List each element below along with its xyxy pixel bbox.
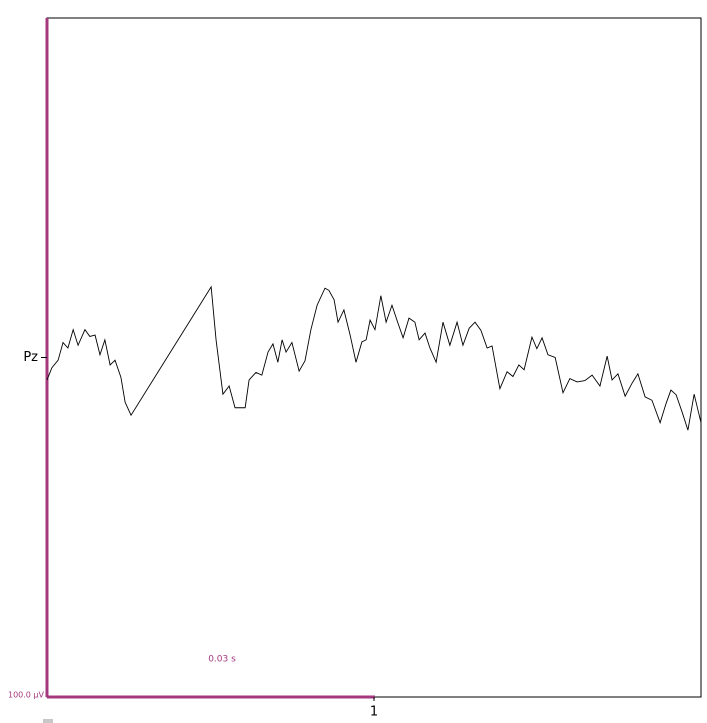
scrollbar-thumb[interactable] — [43, 719, 53, 723]
eeg-trace — [46, 285, 702, 431]
x-tick-label: 1 — [370, 705, 378, 720]
plot-frame — [46, 17, 702, 698]
y-tick-label: Pz — [23, 350, 38, 365]
amplitude-scale-label: 100.0 µV — [8, 691, 45, 700]
time-scale-label: 0.03 s — [208, 655, 236, 665]
